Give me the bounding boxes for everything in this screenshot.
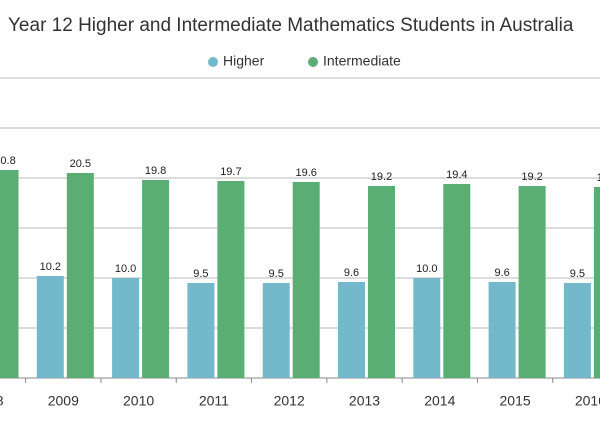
value-label: 19.6 [295,167,316,179]
value-label: 9.6 [344,267,359,279]
bar [36,276,64,378]
value-label: 20.5 [70,158,91,170]
bar [112,278,140,378]
value-label: 9.5 [269,268,284,280]
bar [563,283,591,378]
value-label: 19.8 [145,165,166,177]
value-label: 10.0 [115,263,136,275]
x-tick-label: 2011 [199,393,229,409]
value-label: 19.1 [597,172,600,184]
x-tick-label: 2008 [0,393,4,409]
x-tick-label: 2009 [48,393,79,409]
bar [413,278,441,378]
bar [292,182,320,378]
value-label: 10.0 [416,263,437,275]
legend-label: Intermediate [323,53,401,69]
value-label: 9.5 [570,268,585,280]
legend-swatch [208,57,218,67]
value-label: 10.2 [40,261,61,273]
bar [488,282,516,378]
x-tick-label: 2013 [349,393,380,409]
bar [518,186,546,378]
value-label: 20.8 [0,155,16,167]
value-label: 9.5 [193,268,208,280]
bar [338,282,365,378]
value-label: 9.6 [494,267,509,279]
bar [66,173,94,378]
legend-label: Higher [223,53,265,69]
value-label: 19.2 [371,171,392,183]
x-tick-label: 2012 [274,393,305,409]
bar [443,184,471,378]
bar [593,187,600,378]
legend-swatch [308,57,318,67]
bar [187,283,215,378]
chart-title: Year 12 Higher and Intermediate Mathemat… [8,15,574,36]
value-label: 19.4 [446,169,467,181]
x-tick-label: 2016 [575,393,600,409]
bar [368,186,395,378]
x-tick-label: 2010 [123,393,154,409]
value-label: 19.7 [220,166,241,178]
bar [262,283,290,378]
value-label: 19.2 [521,171,542,183]
x-tick-label: 2015 [500,393,531,409]
bar [142,180,170,378]
bar [217,181,245,378]
x-tick-label: 2014 [424,393,455,409]
bar [0,170,19,378]
